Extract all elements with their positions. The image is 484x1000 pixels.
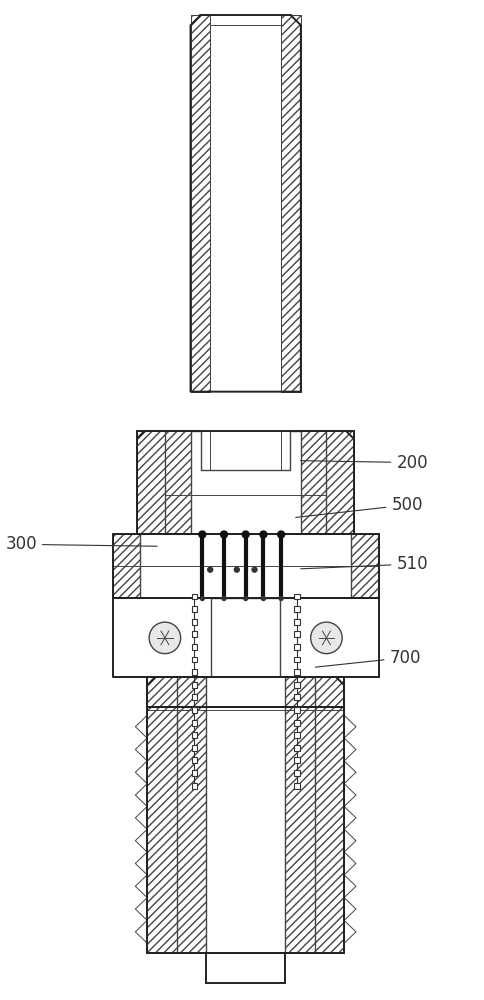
- Text: 500: 500: [295, 496, 422, 517]
- Bar: [326, 431, 353, 534]
- Bar: [112, 598, 378, 677]
- Circle shape: [310, 622, 342, 654]
- Bar: [165, 431, 190, 534]
- Bar: [147, 677, 176, 953]
- Circle shape: [243, 597, 247, 600]
- Bar: [281, 15, 300, 392]
- Bar: [210, 15, 281, 392]
- Circle shape: [200, 597, 204, 600]
- Circle shape: [252, 567, 257, 572]
- Bar: [137, 431, 165, 534]
- Bar: [314, 677, 344, 953]
- Circle shape: [242, 531, 249, 538]
- Bar: [176, 677, 206, 953]
- Bar: [314, 677, 344, 953]
- Bar: [206, 953, 285, 983]
- Bar: [112, 534, 140, 598]
- Bar: [285, 677, 314, 953]
- Bar: [350, 534, 378, 598]
- Bar: [206, 677, 285, 953]
- Bar: [300, 431, 326, 534]
- Circle shape: [220, 531, 227, 538]
- Circle shape: [198, 531, 205, 538]
- Circle shape: [149, 622, 180, 654]
- Bar: [326, 431, 353, 534]
- Circle shape: [277, 531, 284, 538]
- Circle shape: [261, 597, 265, 600]
- Bar: [190, 431, 300, 534]
- Bar: [210, 392, 281, 431]
- Bar: [210, 431, 281, 534]
- Circle shape: [234, 567, 239, 572]
- Circle shape: [207, 567, 212, 572]
- Bar: [190, 15, 210, 392]
- Bar: [112, 534, 140, 598]
- Text: 510: 510: [300, 555, 427, 573]
- Bar: [285, 677, 314, 953]
- Bar: [190, 15, 210, 392]
- Bar: [281, 15, 300, 392]
- Circle shape: [279, 597, 283, 600]
- Text: 300: 300: [5, 535, 157, 553]
- Text: 700: 700: [315, 649, 420, 667]
- Bar: [137, 431, 165, 534]
- Bar: [300, 431, 326, 534]
- Bar: [350, 534, 378, 598]
- Bar: [211, 598, 280, 677]
- Circle shape: [259, 531, 266, 538]
- Bar: [147, 677, 176, 953]
- Bar: [176, 677, 206, 953]
- Circle shape: [222, 597, 226, 600]
- Bar: [165, 431, 190, 534]
- Bar: [140, 534, 350, 598]
- Text: 200: 200: [300, 454, 427, 472]
